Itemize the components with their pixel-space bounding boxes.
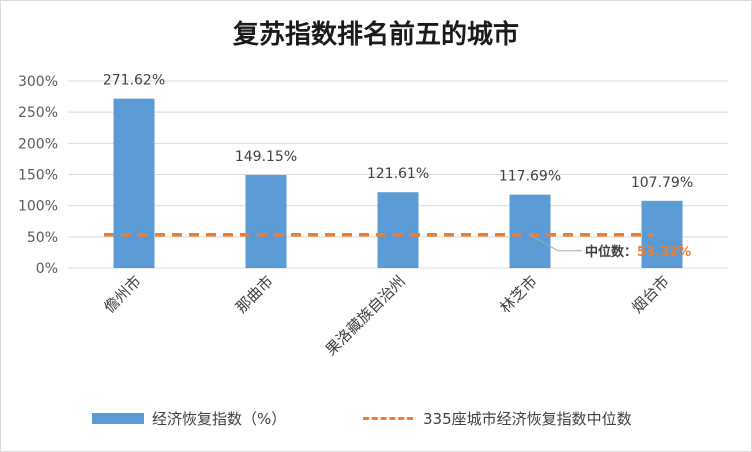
chart-title: 复苏指数排名前五的城市 xyxy=(232,20,519,50)
data-label: 117.69% xyxy=(499,169,561,185)
bar xyxy=(113,98,155,268)
y-tick-label: 50% xyxy=(27,230,58,246)
category-label: 那曲市 xyxy=(232,272,277,317)
legend-swatch-dashed-line xyxy=(363,417,413,420)
legend-label-index: 经济恢复指数（%） xyxy=(152,410,287,428)
y-tick-label: 300% xyxy=(18,74,58,90)
chart-legend: 经济恢复指数（%） 335座城市经济恢复指数中位数 xyxy=(0,408,752,434)
category-label: 烟台市 xyxy=(628,272,673,317)
y-tick-label: 250% xyxy=(18,105,58,121)
category-label: 儋州市 xyxy=(100,272,145,317)
y-tick-label: 0% xyxy=(36,261,58,277)
data-label: 271.62% xyxy=(103,73,165,89)
bar xyxy=(245,175,287,268)
legend-swatch-bar xyxy=(92,413,144,424)
bar xyxy=(377,192,419,268)
data-label: 149.15% xyxy=(235,149,297,165)
category-label: 果洛藏族自治州 xyxy=(322,272,409,359)
data-label: 107.79% xyxy=(631,175,693,191)
category-label: 林芝市 xyxy=(496,272,541,317)
legend-item-median: 335座城市经济恢复指数中位数 xyxy=(363,408,632,429)
y-tick-label: 150% xyxy=(18,168,58,184)
median-annotation: 中位数：53.32% xyxy=(585,244,691,260)
annotation-leader xyxy=(529,234,582,252)
median-annotation-label: 中位数： xyxy=(585,244,637,260)
bar xyxy=(509,194,551,268)
y-tick-label: 100% xyxy=(18,199,58,215)
data-label: 121.61% xyxy=(367,166,429,182)
legend-item-index: 经济恢复指数（%） xyxy=(92,408,286,429)
legend-label-median: 335座城市经济恢复指数中位数 xyxy=(423,410,632,428)
y-tick-label: 200% xyxy=(18,136,58,152)
median-annotation-value: 53.32% xyxy=(637,245,691,260)
